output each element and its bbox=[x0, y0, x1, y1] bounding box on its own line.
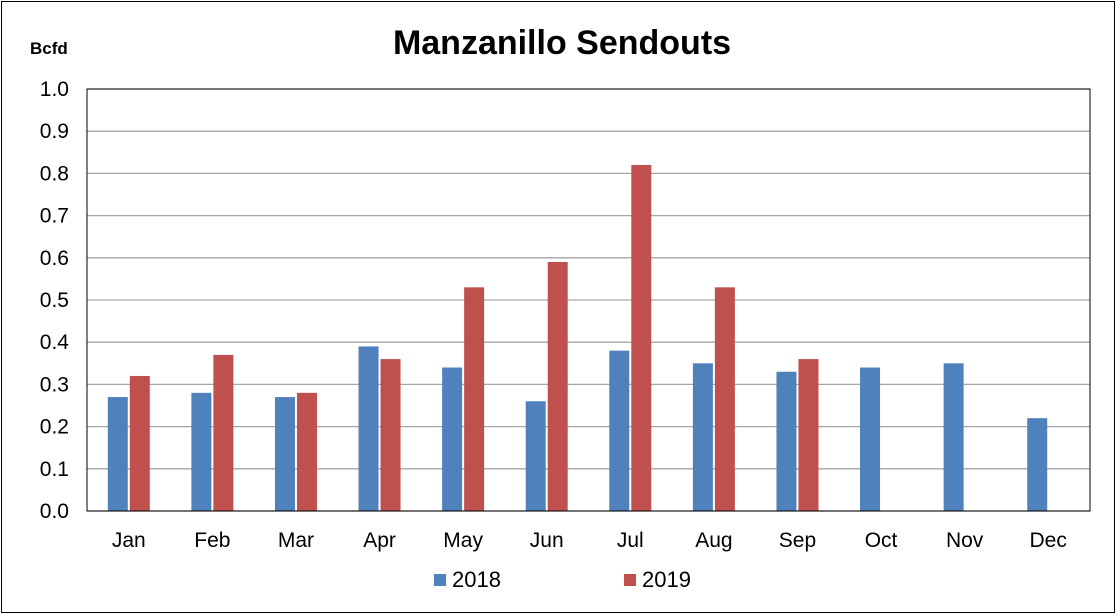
bar-2019-Jan bbox=[129, 375, 150, 511]
x-tick-label: Aug bbox=[695, 529, 732, 552]
bar-2018-Feb bbox=[191, 392, 212, 511]
bar-2018-Dec bbox=[1027, 418, 1048, 511]
y-tick-label: 0.8 bbox=[40, 162, 69, 185]
x-tick-label: Sep bbox=[779, 529, 816, 552]
bar-2019-Feb bbox=[213, 354, 234, 511]
chart-title: Manzanillo Sendouts bbox=[393, 24, 731, 62]
bars bbox=[107, 164, 1048, 511]
bar-2019-Jul bbox=[631, 164, 652, 511]
x-tick-label: Jun bbox=[530, 529, 564, 552]
x-tick-label: Oct bbox=[865, 529, 898, 552]
y-axis-ticks: 0.0 0.1 0.2 0.3 0.4 0.5 0.6 0.7 0.8 0.9 1.0 bbox=[40, 78, 70, 523]
bar-2018-May bbox=[442, 367, 463, 511]
bar-2019-May bbox=[464, 287, 485, 511]
y-axis-unit-label: Bcfd bbox=[30, 39, 68, 58]
x-tick-label: Mar bbox=[278, 529, 314, 552]
bar-2018-Jan bbox=[107, 397, 128, 511]
bar-2018-Jun bbox=[525, 401, 546, 511]
legend-label: 2019 bbox=[642, 567, 691, 592]
x-tick-label: Feb bbox=[194, 529, 230, 552]
y-tick-label: 0.1 bbox=[40, 458, 69, 481]
y-tick-label: 0.2 bbox=[40, 416, 69, 439]
x-tick-label: Nov bbox=[946, 529, 984, 552]
legend-swatch bbox=[434, 574, 446, 586]
y-tick-label: 0.7 bbox=[40, 205, 69, 228]
bar-2019-Jun bbox=[547, 262, 568, 511]
bar-2018-Nov bbox=[943, 363, 964, 511]
legend: 2018 2019 bbox=[434, 567, 691, 592]
x-tick-label: Jul bbox=[617, 529, 644, 552]
y-tick-label: 1.0 bbox=[40, 78, 69, 101]
bar-2019-Mar bbox=[296, 392, 317, 511]
x-tick-label: May bbox=[443, 529, 483, 552]
y-tick-label: 0.5 bbox=[40, 289, 69, 312]
y-tick-label: 0.3 bbox=[40, 373, 69, 396]
x-tick-label: Dec bbox=[1030, 529, 1067, 552]
legend-swatch bbox=[624, 574, 636, 586]
bar-2018-Jul bbox=[609, 350, 630, 511]
bar-2019-Apr bbox=[380, 359, 401, 511]
bar-2018-Mar bbox=[274, 397, 295, 511]
legend-label: 2018 bbox=[452, 567, 501, 592]
bar-2018-Oct bbox=[860, 367, 881, 511]
bar-2018-Apr bbox=[358, 346, 379, 511]
bar-2019-Aug bbox=[714, 287, 735, 511]
bar-2018-Aug bbox=[692, 363, 713, 511]
bar-2018-Sep bbox=[776, 371, 797, 511]
x-tick-label: Apr bbox=[363, 529, 396, 552]
y-tick-label: 0.6 bbox=[40, 247, 69, 270]
y-tick-label: 0.0 bbox=[40, 500, 69, 523]
plot-area-border bbox=[86, 88, 1091, 512]
y-tick-label: 0.9 bbox=[40, 120, 69, 143]
x-axis-ticks: Jan Feb Mar Apr May Jun Jul Aug Sep Oct Nov Dec bbox=[112, 529, 1067, 552]
bar-2019-Sep bbox=[798, 359, 819, 511]
y-tick-label: 0.4 bbox=[40, 331, 70, 354]
gridlines bbox=[87, 88, 1090, 512]
x-tick-label: Jan bbox=[112, 529, 146, 552]
